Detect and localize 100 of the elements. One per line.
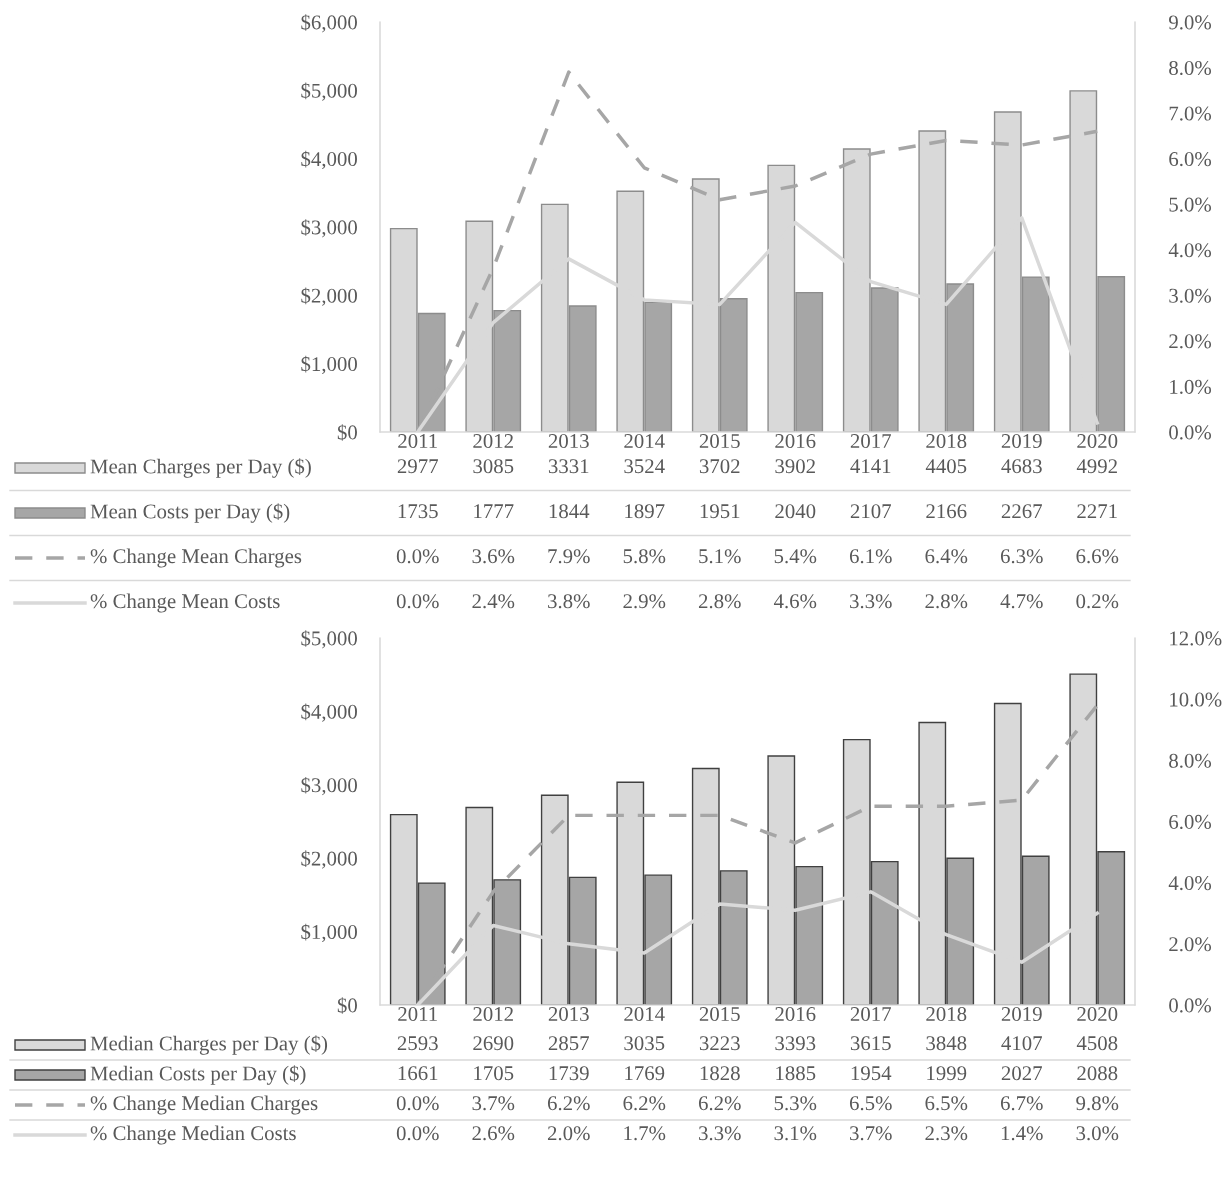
data-label: 3.6% bbox=[472, 549, 515, 564]
data-label: 3615 bbox=[850, 1036, 891, 1051]
data-label: 7.9% bbox=[548, 549, 590, 564]
y2-tick-label: 6.0% bbox=[1169, 152, 1212, 167]
y-tick-label: $2,000 bbox=[301, 287, 357, 306]
y-tick-label: $3,000 bbox=[301, 219, 357, 238]
y2-tick-label: 1.0% bbox=[1170, 379, 1212, 394]
data-label: 4683 bbox=[1001, 459, 1042, 474]
data-label: 3.1% bbox=[774, 1126, 817, 1141]
data-label: 3.7% bbox=[472, 1096, 515, 1111]
data-label: 2040 bbox=[775, 504, 816, 519]
data-label: 4141 bbox=[850, 459, 891, 474]
data-label: 0.0% bbox=[396, 594, 439, 609]
data-label: 2166 bbox=[926, 504, 967, 519]
y2-tick-label: 0.0% bbox=[1169, 425, 1212, 440]
x-tick-label: 2012 bbox=[473, 433, 513, 449]
data-label: 2.9% bbox=[623, 594, 666, 609]
x-tick-label: 2019 bbox=[1001, 433, 1042, 449]
data-label: 3.3% bbox=[850, 594, 892, 609]
x-tick-label: 2020 bbox=[1077, 433, 1118, 449]
data-label: 2.4% bbox=[472, 594, 515, 609]
data-label: 1885 bbox=[776, 1066, 816, 1081]
data-label: 9.8% bbox=[1076, 1096, 1119, 1111]
y-tick-label: $2,000 bbox=[301, 850, 357, 869]
legend-label: % Change Median Costs bbox=[90, 1125, 296, 1145]
data-label: 1844 bbox=[549, 504, 590, 519]
data-label: 2271 bbox=[1077, 504, 1117, 519]
data-label: 2027 bbox=[1001, 1066, 1042, 1081]
y-tick-label: $1,000 bbox=[301, 923, 357, 943]
data-label: 3085 bbox=[473, 459, 514, 474]
y2-tick-label: 12.0% bbox=[1170, 631, 1222, 646]
y2-tick-label: 5.0% bbox=[1169, 197, 1212, 212]
data-label: 1828 bbox=[700, 1066, 740, 1081]
data-label: 0.0% bbox=[396, 1126, 439, 1141]
data-label: 4.7% bbox=[1000, 594, 1043, 609]
data-label: 3.7% bbox=[850, 1126, 892, 1141]
data-label: 6.3% bbox=[1000, 549, 1043, 564]
data-label: 2857 bbox=[548, 1036, 589, 1051]
data-label: 6.5% bbox=[925, 1096, 968, 1111]
data-label: 6.5% bbox=[849, 1096, 892, 1111]
y-tick-label: $0 bbox=[337, 997, 357, 1014]
y2-tick-label: 2.0% bbox=[1169, 937, 1212, 952]
line-series bbox=[416, 703, 1099, 1005]
data-label: 6.2% bbox=[623, 1096, 666, 1111]
x-tick-label: 2017 bbox=[850, 433, 891, 449]
y2-tick-label: 4.0% bbox=[1168, 876, 1212, 891]
data-label: 2107 bbox=[850, 504, 891, 519]
x-tick-label: 2016 bbox=[775, 1006, 816, 1022]
y2-tick-label: 3.0% bbox=[1169, 288, 1212, 303]
y2-tick-label: 9.0% bbox=[1169, 15, 1212, 30]
y2-tick-label: 0.0% bbox=[1169, 998, 1212, 1013]
y-tick-label: $3,000 bbox=[301, 776, 357, 796]
data-label: 2.3% bbox=[925, 1126, 968, 1141]
data-label: 2690 bbox=[473, 1036, 514, 1051]
data-label: 1769 bbox=[625, 1066, 665, 1081]
data-label: 2.8% bbox=[925, 594, 968, 609]
y2-tick-label: 8.0% bbox=[1169, 60, 1212, 76]
y2-tick-label: 4.0% bbox=[1168, 243, 1212, 258]
data-label: 5.3% bbox=[774, 1096, 817, 1111]
data-label: 6.4% bbox=[925, 549, 968, 564]
y2-tick-label: 7.0% bbox=[1169, 106, 1212, 121]
data-label: 4508 bbox=[1076, 1036, 1118, 1051]
x-tick-label: 2015 bbox=[699, 433, 740, 449]
y2-tick-label: 2.0% bbox=[1169, 334, 1212, 349]
data-label: 4992 bbox=[1076, 459, 1117, 474]
legend-label: Median Charges per Day ($) bbox=[90, 1035, 328, 1055]
x-tick-label: 2014 bbox=[624, 1006, 665, 1022]
y2-tick-label: 10.0% bbox=[1170, 692, 1222, 707]
data-label: 1661 bbox=[398, 1066, 438, 1081]
data-label: 3.8% bbox=[548, 594, 590, 609]
legend-label: % Change Mean Costs bbox=[90, 593, 280, 613]
data-label: 1.4% bbox=[1001, 1126, 1043, 1141]
legend-label: Median Costs per Day ($) bbox=[90, 1065, 306, 1085]
data-label: 3035 bbox=[624, 1036, 665, 1051]
data-label: 0.0% bbox=[396, 549, 439, 564]
x-tick-label: 2017 bbox=[850, 1006, 891, 1022]
y2-tick-label: 6.0% bbox=[1169, 814, 1212, 830]
data-label: 6.1% bbox=[849, 549, 892, 564]
data-label: 2977 bbox=[397, 459, 438, 474]
x-tick-label: 2013 bbox=[548, 1006, 589, 1022]
y-tick-label: $4,000 bbox=[301, 150, 357, 170]
data-label: 3524 bbox=[624, 459, 665, 474]
data-label: 1.7% bbox=[624, 1126, 666, 1141]
data-label: 5.4% bbox=[774, 549, 817, 564]
data-label: 1735 bbox=[398, 504, 438, 519]
data-label: 1954 bbox=[851, 1066, 892, 1081]
data-label: 6.7% bbox=[1000, 1096, 1043, 1111]
y-tick-label: $6,000 bbox=[301, 14, 357, 33]
legend-label: % Change Median Charges bbox=[90, 1095, 318, 1115]
data-label: 2267 bbox=[1001, 504, 1042, 519]
data-label: 3702 bbox=[699, 459, 740, 474]
data-label: 1951 bbox=[700, 504, 740, 519]
data-label: 1897 bbox=[625, 504, 665, 519]
x-tick-label: 2011 bbox=[398, 1006, 437, 1022]
data-label: 5.1% bbox=[699, 549, 741, 564]
x-tick-label: 2019 bbox=[1001, 1006, 1042, 1022]
x-tick-label: 2020 bbox=[1077, 1006, 1118, 1022]
data-label: 1999 bbox=[927, 1066, 967, 1081]
data-label: 2.8% bbox=[698, 594, 741, 609]
x-tick-label: 2012 bbox=[473, 1006, 513, 1022]
